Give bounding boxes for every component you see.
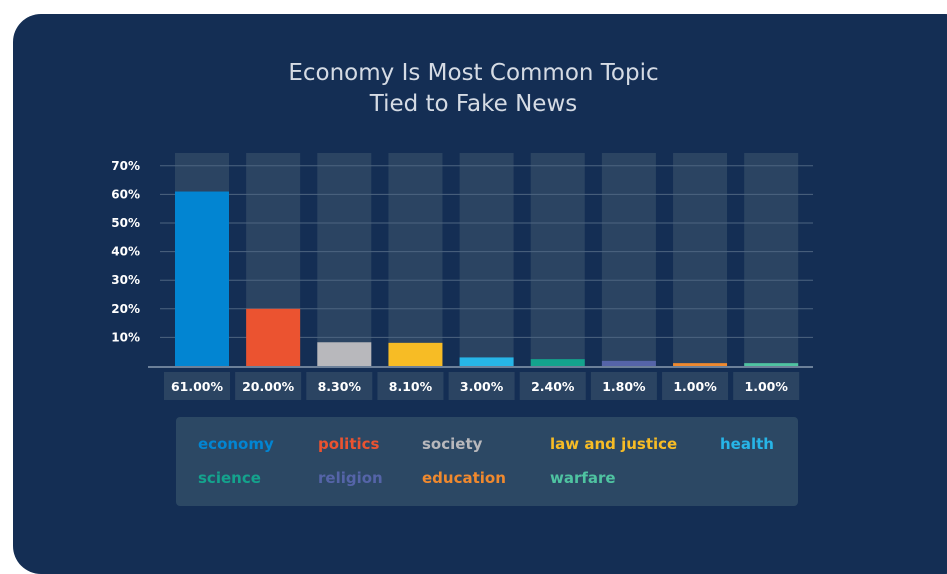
value-label-warfare: 1.00% bbox=[745, 379, 789, 394]
bar-track-5 bbox=[530, 153, 585, 366]
y-tick-label-40: 40% bbox=[111, 245, 140, 259]
value-label-box-5 bbox=[519, 372, 586, 400]
bar-track-2 bbox=[317, 153, 372, 366]
value-label-religion: 1.80% bbox=[602, 379, 646, 394]
value-label-law-and-justice: 8.10% bbox=[389, 379, 433, 394]
value-label-politics: 20.00% bbox=[242, 379, 295, 394]
legend-item-science: science bbox=[198, 469, 261, 487]
bar-economy bbox=[175, 191, 229, 366]
bar-education bbox=[673, 363, 728, 366]
y-tick-label-60: 60% bbox=[111, 187, 140, 201]
bar-chart: 10% 20% 30% 40% 50% 60% 70% 61.00% 20.00% 8.30% 8.… bbox=[111, 153, 813, 400]
value-label-health: 3.00% bbox=[460, 379, 504, 394]
legend-item-education: education bbox=[422, 469, 506, 487]
value-label-science: 2.40% bbox=[531, 379, 575, 394]
bar-track-7 bbox=[673, 153, 728, 366]
bar-society bbox=[317, 342, 372, 366]
y-tick-label-10: 10% bbox=[111, 330, 140, 344]
chart-title-line-1: Economy Is Most Common Topic bbox=[288, 60, 659, 86]
bar-religion bbox=[601, 360, 656, 366]
value-label-box-2 bbox=[306, 372, 373, 400]
legend-item-politics: politics bbox=[318, 435, 380, 453]
value-label-economy: 61.00% bbox=[171, 379, 224, 394]
legend-item-warfare: warfare bbox=[550, 469, 616, 487]
y-tick-label-20: 20% bbox=[111, 302, 140, 316]
bar-track-4 bbox=[459, 153, 514, 366]
bar-science bbox=[530, 359, 585, 366]
legend-item-religion: religion bbox=[318, 469, 383, 487]
value-label-box-7 bbox=[662, 372, 729, 400]
bar-track-8 bbox=[744, 153, 799, 366]
chart-legend: economy politics society law and justice… bbox=[176, 417, 798, 506]
bar-track-6 bbox=[601, 153, 656, 366]
legend-item-health: health bbox=[720, 435, 774, 453]
y-tick-label-30: 30% bbox=[111, 273, 140, 287]
y-tick-label-50: 50% bbox=[111, 216, 140, 230]
value-label-box-6 bbox=[590, 372, 657, 400]
value-label-box-4 bbox=[448, 372, 515, 400]
value-label-society: 8.30% bbox=[318, 379, 362, 394]
value-label-box-0 bbox=[164, 372, 230, 400]
value-label-box-8 bbox=[733, 372, 800, 400]
y-tick-label-70: 70% bbox=[111, 159, 140, 173]
legend-item-law-and-justice: law and justice bbox=[550, 435, 678, 453]
legend-item-society: society bbox=[422, 435, 483, 453]
bar-track-3 bbox=[388, 153, 443, 366]
chart-title-line-2: Tied to Fake News bbox=[369, 91, 578, 117]
value-label-box-3 bbox=[377, 372, 444, 400]
bar-health bbox=[459, 357, 514, 366]
bar-politics bbox=[246, 308, 301, 366]
value-label-education: 1.00% bbox=[673, 379, 717, 394]
legend-item-economy: economy bbox=[198, 435, 274, 453]
bar-warfare bbox=[744, 363, 799, 366]
bar-law-and-justice bbox=[388, 342, 443, 366]
chart-title: Economy Is Most Common Topic Tied to Fak… bbox=[0, 58, 947, 120]
value-label-box-1 bbox=[235, 372, 302, 400]
